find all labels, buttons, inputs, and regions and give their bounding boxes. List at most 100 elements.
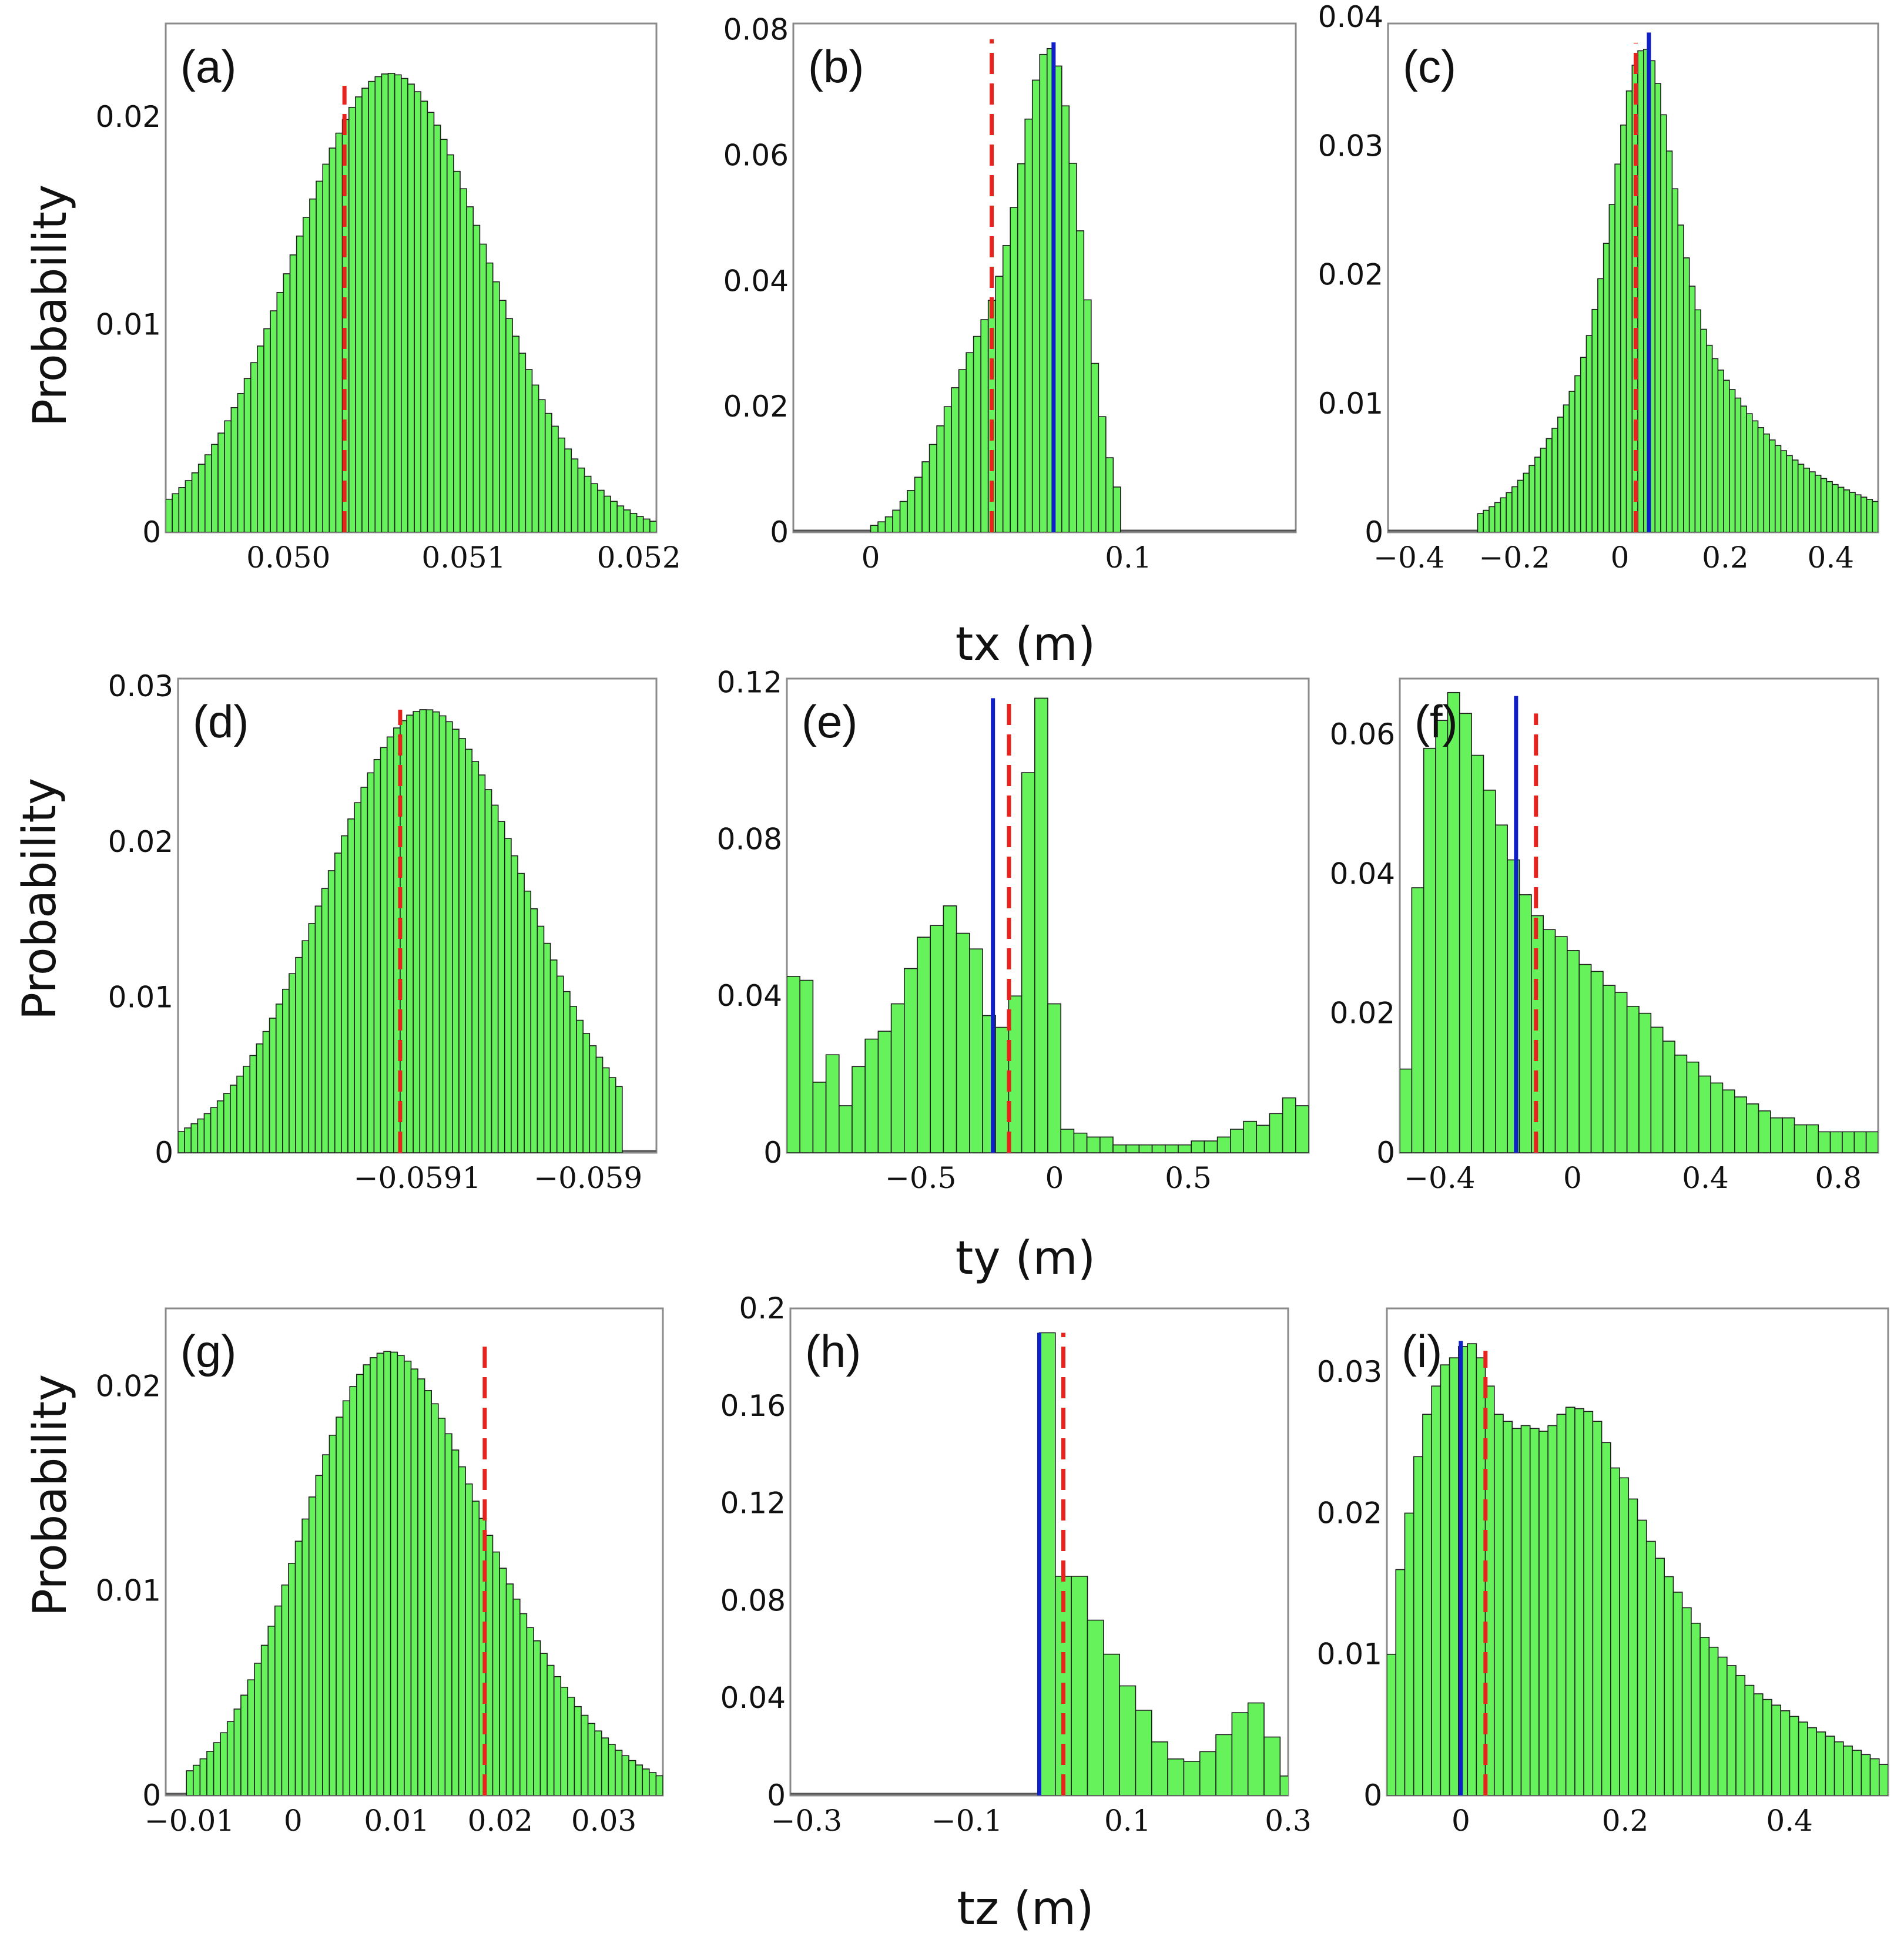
- histogram-bar: [1583, 1411, 1594, 1795]
- histogram-bar: [186, 1770, 194, 1795]
- histogram-bar: [1471, 754, 1484, 1153]
- histogram-bar: [288, 1563, 296, 1795]
- y-tick-label: 0.02: [96, 100, 161, 134]
- histogram-bar: [1447, 692, 1460, 1153]
- histogram-bar: [1806, 1124, 1819, 1153]
- histogram-bar: [1068, 163, 1077, 532]
- histogram-bar: [1534, 457, 1541, 532]
- histogram-bar: [1263, 1736, 1281, 1795]
- histogram-bar: [1256, 1125, 1271, 1153]
- histogram-bar: [1860, 496, 1868, 532]
- histogram-bar: [281, 1584, 289, 1795]
- histogram-bar: [969, 948, 983, 1153]
- histogram-bar: [355, 96, 363, 532]
- panel-label: (c): [1403, 41, 1456, 92]
- y-tick-label: 0: [1363, 1778, 1382, 1813]
- histogram-bar: [1610, 1467, 1620, 1795]
- histogram-bar: [825, 1054, 840, 1153]
- histogram-bar: [1500, 497, 1507, 532]
- panel-label: (g): [180, 1325, 236, 1377]
- histogram-bar: [374, 76, 383, 532]
- histogram-bar: [1495, 824, 1508, 1153]
- histogram-bar: [282, 988, 290, 1153]
- x-tick-label: 0: [1045, 1161, 1064, 1195]
- histogram-bar: [1230, 1129, 1244, 1153]
- histogram-bar: [407, 83, 415, 532]
- panel-a: 0 0.01 0.02 0.050 0.051 0.052 (a): [96, 22, 681, 575]
- histogram-bar: [308, 1496, 317, 1795]
- histogram-bar: [1091, 363, 1100, 532]
- y-tick-label: 0: [1376, 1136, 1395, 1170]
- histogram-bar: [1556, 1414, 1567, 1795]
- histogram-bar: [1038, 1332, 1056, 1795]
- histogram-bar: [308, 923, 316, 1153]
- histogram-bar: [1852, 1750, 1862, 1795]
- histogram-bar: [394, 74, 402, 532]
- histogram-bar: [590, 483, 598, 532]
- histogram-bar: [1112, 486, 1121, 532]
- histogram-bar: [347, 818, 355, 1153]
- histogram-bar: [547, 1664, 555, 1795]
- histogram-bar: [445, 721, 453, 1153]
- histogram-bar: [190, 1123, 199, 1153]
- histogram-bar: [1601, 1442, 1611, 1795]
- histogram-bar: [1674, 1055, 1688, 1153]
- x-axis-title-tz: tz (m): [957, 1882, 1094, 1935]
- histogram-bar: [928, 444, 937, 532]
- histogram-bar: [1753, 1693, 1764, 1795]
- histogram-bar: [410, 1368, 418, 1795]
- x-tick-label: 0: [284, 1804, 303, 1838]
- panel-label: (h): [805, 1325, 861, 1377]
- histogram-bar: [1592, 1421, 1603, 1795]
- histogram-bar: [1590, 971, 1604, 1153]
- histogram-bar: [414, 91, 421, 532]
- histogram-bar: [533, 1640, 541, 1795]
- histogram-bar: [1717, 370, 1724, 532]
- histogram-bar: [1637, 1519, 1647, 1795]
- histogram-bar: [472, 224, 481, 532]
- histogram-bar: [1691, 1623, 1701, 1795]
- histogram-bar: [1083, 299, 1092, 532]
- x-tick-label: −0.5: [885, 1161, 956, 1195]
- panel-h: 0 0.04 0.08 0.12 0.16 0.2 −0.3 −0.1 0.1 0.3 (h): [720, 1291, 1312, 1838]
- x-tick-label: −0.2: [1479, 541, 1550, 575]
- histogram-bar: [549, 959, 558, 1153]
- histogram-bar: [1626, 1005, 1640, 1153]
- histogram-bar: [655, 1775, 663, 1795]
- histogram-bar: [301, 1518, 310, 1795]
- histogram-bar: [1578, 964, 1592, 1153]
- histogram-bar: [223, 1093, 231, 1153]
- histogram-bar: [1861, 1754, 1871, 1795]
- histogram-bar: [296, 235, 304, 532]
- histogram-bar: [1740, 405, 1747, 532]
- histogram-bar: [1865, 1131, 1878, 1153]
- histogram-bar: [257, 345, 264, 532]
- x-axis-title-tx: tx (m): [956, 618, 1095, 671]
- x-tick-label: 0.1: [1104, 1804, 1151, 1838]
- histogram-bar: [1816, 1731, 1826, 1795]
- histogram-bar: [629, 513, 638, 532]
- y-tick-label: 0.08: [720, 1583, 786, 1617]
- histogram-bar: [1010, 207, 1018, 532]
- histogram-bar: [1138, 1144, 1153, 1153]
- histogram-bar: [1031, 79, 1041, 532]
- histogram-bar: [1151, 1741, 1168, 1795]
- histogram-bar: [420, 100, 428, 532]
- histogram-bar: [1700, 328, 1707, 532]
- panel-e: 0 0.04 0.08 0.12 −0.5 0 0.5 (e): [717, 666, 1310, 1195]
- histogram-bar: [1098, 416, 1107, 532]
- histogram-bar: [958, 369, 967, 532]
- y-tick-label: 0.01: [108, 980, 173, 1014]
- histogram-bar: [1167, 1758, 1185, 1795]
- histogram-bar: [1422, 1414, 1432, 1795]
- histogram-bar: [884, 516, 893, 532]
- histogram-bar: [217, 432, 226, 532]
- panel-label: (e): [802, 696, 857, 747]
- histogram-bar: [1165, 1144, 1179, 1153]
- y-tick-label: 0.12: [717, 666, 782, 700]
- histogram-bar: [1047, 1003, 1062, 1153]
- histogram-bar: [1282, 1097, 1296, 1153]
- histogram-bar: [1538, 1431, 1548, 1795]
- histogram-bar: [1869, 1758, 1880, 1795]
- histogram-bar: [1757, 427, 1765, 532]
